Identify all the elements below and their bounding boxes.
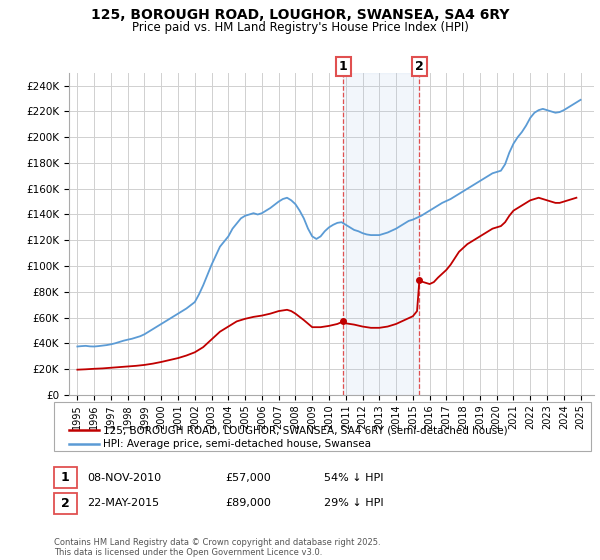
Text: Price paid vs. HM Land Registry's House Price Index (HPI): Price paid vs. HM Land Registry's House … <box>131 21 469 34</box>
Text: 08-NOV-2010: 08-NOV-2010 <box>87 473 161 483</box>
Text: HPI: Average price, semi-detached house, Swansea: HPI: Average price, semi-detached house,… <box>103 438 371 449</box>
Text: 29% ↓ HPI: 29% ↓ HPI <box>324 498 383 508</box>
Text: £89,000: £89,000 <box>225 498 271 508</box>
Text: 2: 2 <box>415 60 424 73</box>
Bar <box>343 73 419 395</box>
Text: £57,000: £57,000 <box>225 473 271 483</box>
Text: 125, BOROUGH ROAD, LOUGHOR, SWANSEA, SA4 6RY (semi-detached house): 125, BOROUGH ROAD, LOUGHOR, SWANSEA, SA4… <box>103 425 508 435</box>
Text: 1: 1 <box>61 471 70 484</box>
Text: 54% ↓ HPI: 54% ↓ HPI <box>324 473 383 483</box>
Text: Contains HM Land Registry data © Crown copyright and database right 2025.
This d: Contains HM Land Registry data © Crown c… <box>54 538 380 557</box>
Text: 125, BOROUGH ROAD, LOUGHOR, SWANSEA, SA4 6RY: 125, BOROUGH ROAD, LOUGHOR, SWANSEA, SA4… <box>91 8 509 22</box>
Text: 22-MAY-2015: 22-MAY-2015 <box>87 498 159 508</box>
Text: 2: 2 <box>61 497 70 510</box>
Text: 1: 1 <box>339 60 348 73</box>
